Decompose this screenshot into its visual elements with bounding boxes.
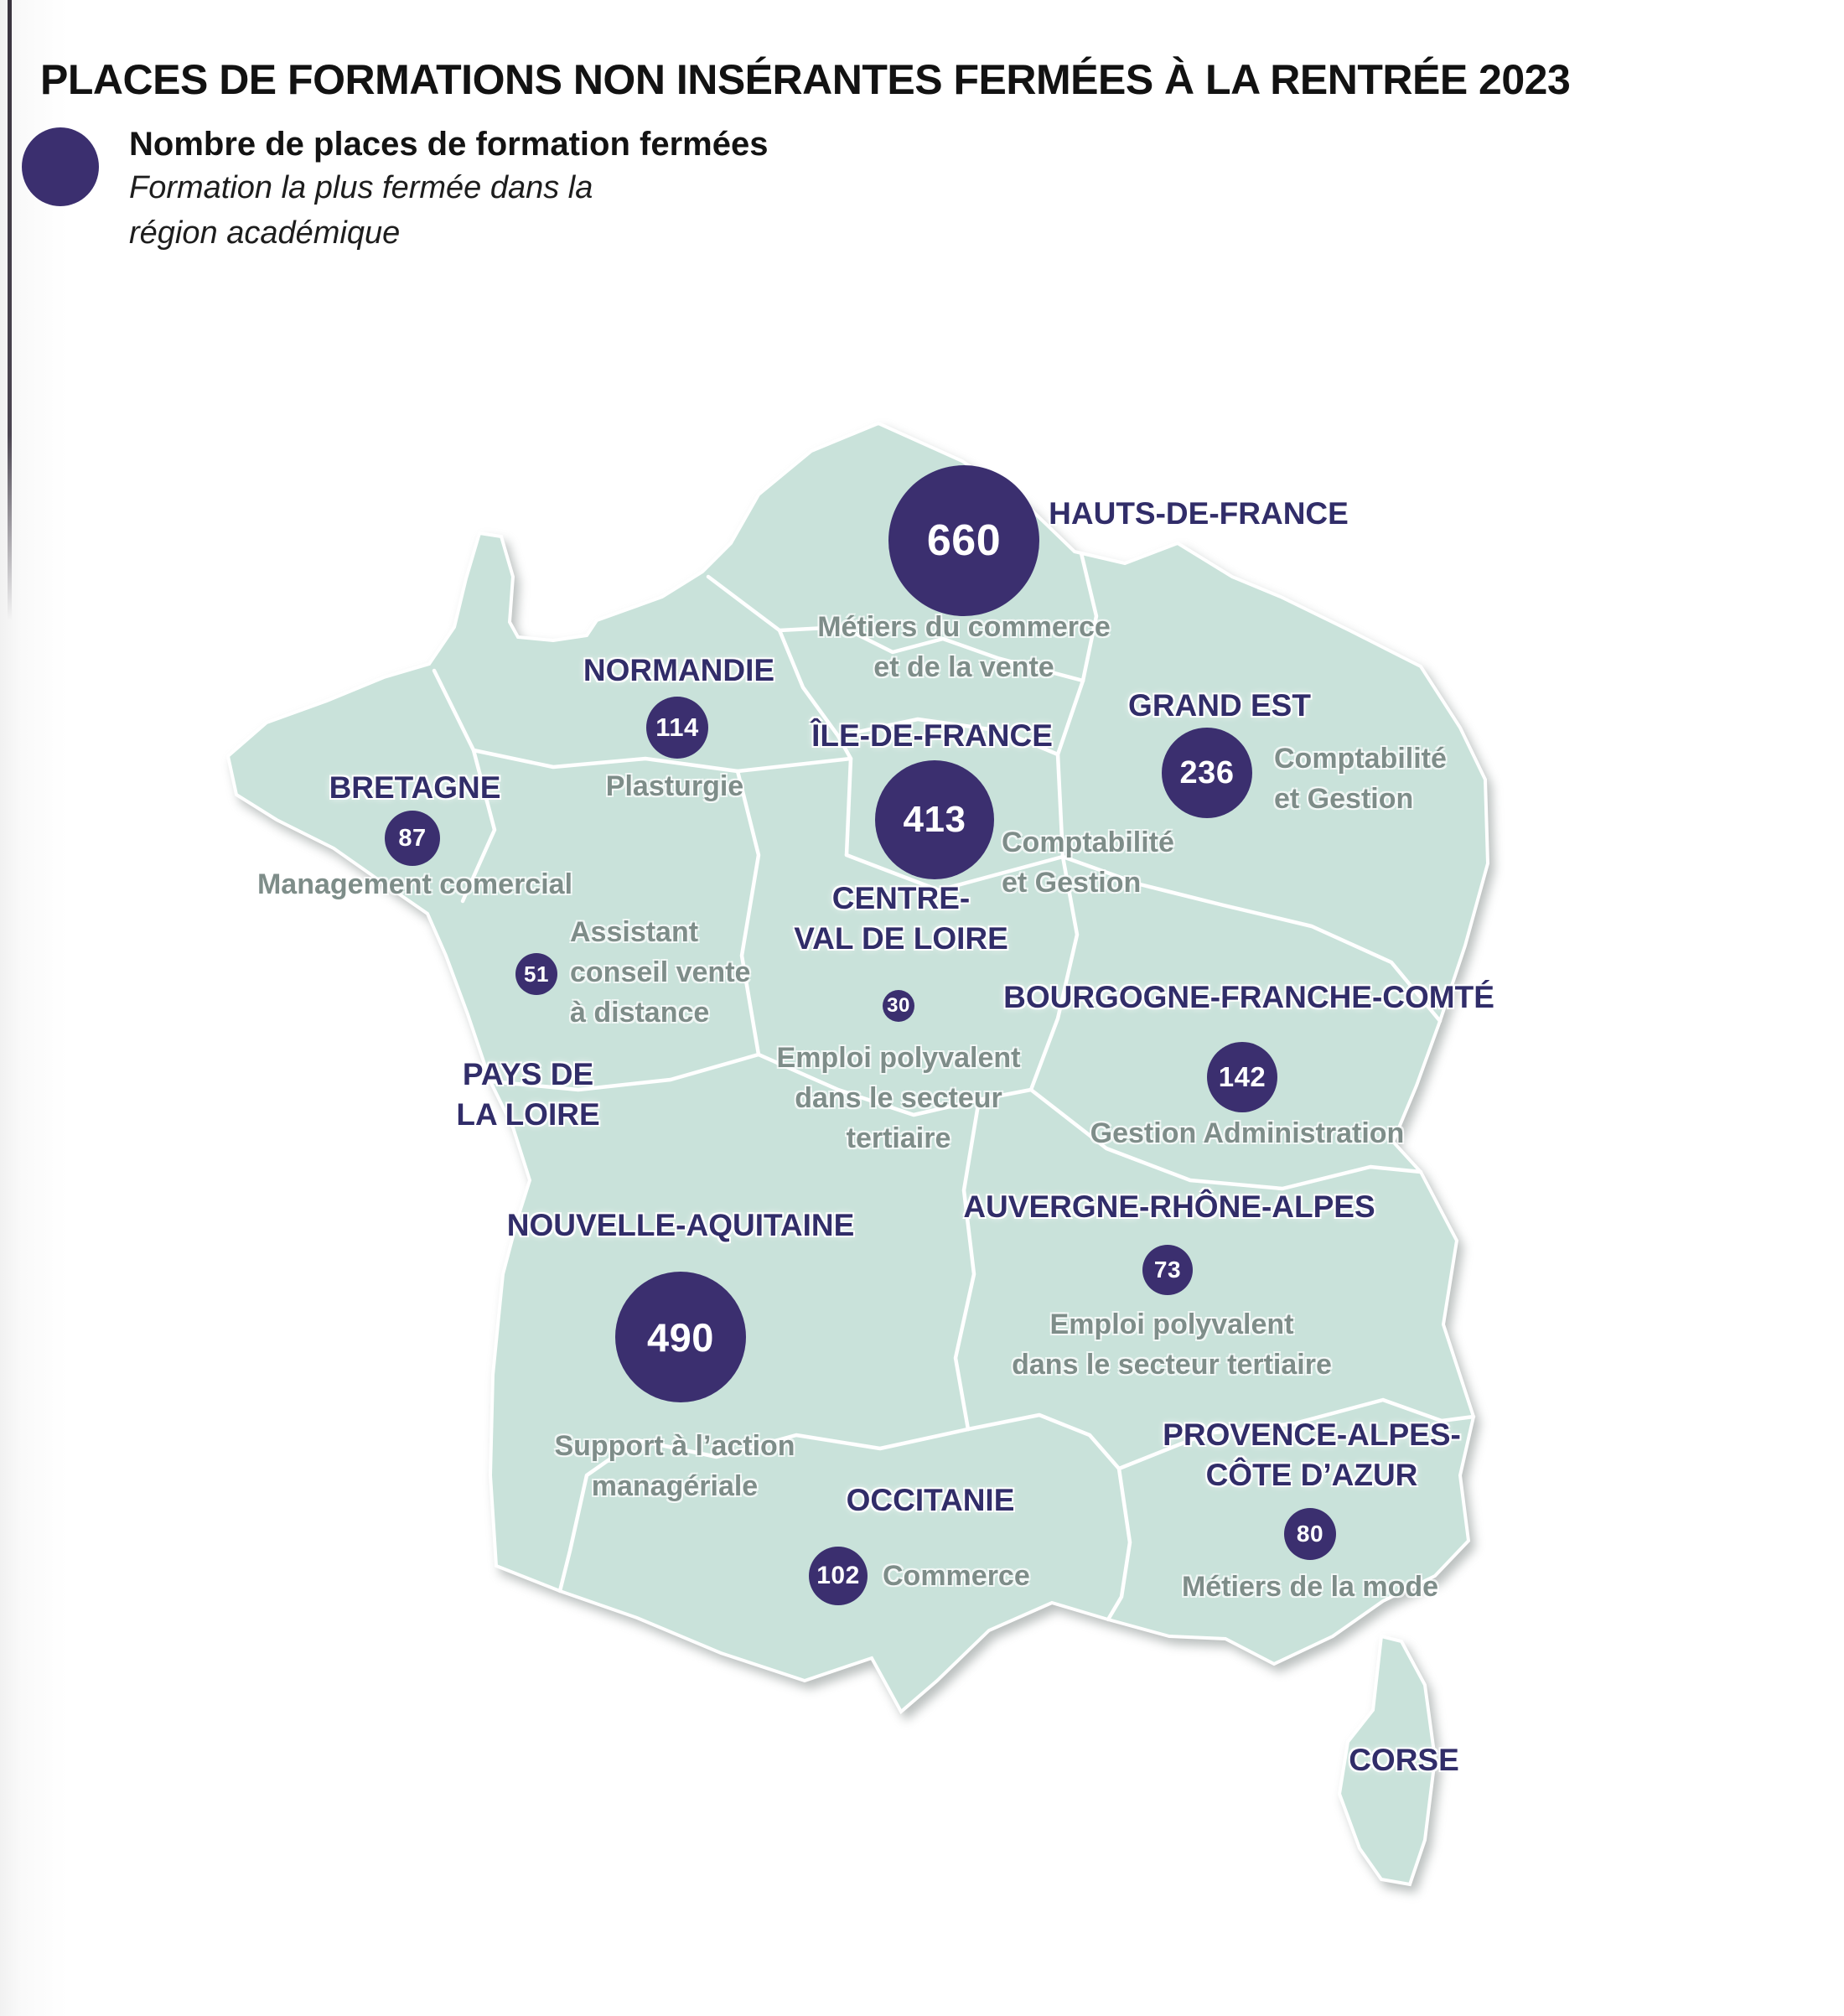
region-bubble-grand-est: 236 bbox=[1162, 728, 1252, 818]
bubble-value: 236 bbox=[1179, 754, 1235, 790]
region-label-pays-de-la-loire-line: LA LOIRE bbox=[456, 1097, 600, 1132]
region-label-nouvelle-aquitaine-line: NOUVELLE-AQUITAINE bbox=[506, 1208, 855, 1242]
region-bubble-auvergne-rh-ne-alpes: 73 bbox=[1142, 1245, 1193, 1295]
region-label-le-de-france-line: ÎLE-DE-FRANCE bbox=[811, 718, 1053, 753]
region-bubble-normandie: 114 bbox=[646, 697, 708, 759]
region-label-bourgogne-franche-comt-line: BOURGOGNE-FRANCHE-COMTÉ bbox=[1003, 980, 1494, 1014]
formation-label-grand-est-line: Comptabilité bbox=[1274, 743, 1447, 775]
formation-label-bourgogne-franche-comt-line: Gestion Administration bbox=[1090, 1117, 1405, 1149]
region-label-centre-val-de-loire-line: CENTRE- bbox=[831, 881, 971, 915]
region-label-provence-alpes-c-te-d-azur-line: CÔTE D’AZUR bbox=[1205, 1458, 1418, 1492]
region-label-nouvelle-aquitaine: NOUVELLE-AQUITAINE bbox=[507, 1205, 855, 1246]
formation-label-pays-de-la-loire-line: conseil vente bbox=[570, 956, 751, 988]
legend-label-bold: Nombre de places de formation fermées bbox=[129, 126, 769, 163]
formation-label-centre-val-de-loire: Emploi polyvalent dans le secteur tertiair… bbox=[777, 1038, 1021, 1158]
formation-label-le-de-france-line: et Gestion bbox=[1002, 867, 1142, 899]
region-bubble-bretagne: 87 bbox=[385, 811, 440, 866]
region-label-normandie: NORMANDIE bbox=[583, 650, 774, 691]
bubble-value: 51 bbox=[524, 961, 549, 987]
region-label-hauts-de-france: HAUTS-DE-FRANCE bbox=[1049, 494, 1349, 534]
region-label-centre-val-de-loire: CENTRE- VAL DE LOIRE bbox=[794, 878, 1008, 959]
formation-label-normandie-line: Plasturgie bbox=[605, 770, 744, 802]
region-label-corse: CORSE bbox=[1349, 1740, 1459, 1780]
bubble-value: 30 bbox=[887, 994, 910, 1017]
bubble-value: 114 bbox=[655, 713, 699, 742]
bubble-value: 660 bbox=[926, 516, 1002, 565]
region-label-auvergne-rh-ne-alpes: AUVERGNE-RHÔNE-ALPES bbox=[963, 1187, 1375, 1227]
region-bubble-bourgogne-franche-comt: 142 bbox=[1207, 1042, 1277, 1112]
region-label-centre-val-de-loire-line: VAL DE LOIRE bbox=[794, 921, 1008, 956]
formation-label-centre-val-de-loire-line: tertiaire bbox=[846, 1122, 951, 1154]
formation-label-nouvelle-aquitaine: Support à l’action managériale bbox=[554, 1426, 795, 1506]
corsica-outline bbox=[1337, 1634, 1437, 1887]
region-label-provence-alpes-c-te-d-azur-line: PROVENCE-ALPES- bbox=[1163, 1417, 1461, 1452]
region-bubble-pays-de-la-loire: 51 bbox=[515, 953, 557, 995]
region-label-le-de-france: ÎLE-DE-FRANCE bbox=[811, 716, 1053, 756]
legend: Nombre de places de formation fermées Fo… bbox=[22, 122, 768, 257]
formation-label-occitanie: Commerce bbox=[883, 1556, 1030, 1596]
page-title: PLACES DE FORMATIONS NON INSÉRANTES FERM… bbox=[40, 56, 1571, 103]
formation-label-provence-alpes-c-te-d-azur-line: Métiers de la mode bbox=[1181, 1571, 1439, 1603]
bubble-value: 142 bbox=[1218, 1061, 1266, 1092]
formation-label-centre-val-de-loire-line: dans le secteur bbox=[795, 1082, 1002, 1114]
formation-label-le-de-france-line: Comptabilité bbox=[1002, 827, 1174, 858]
region-borders bbox=[432, 551, 1476, 1622]
region-bubble-provence-alpes-c-te-d-azur: 80 bbox=[1284, 1508, 1336, 1560]
bubble-value: 413 bbox=[903, 799, 966, 840]
legend-circle-icon bbox=[22, 127, 99, 206]
region-label-pays-de-la-loire-line: PAYS DE bbox=[462, 1057, 594, 1091]
region-bubble-le-de-france: 413 bbox=[875, 760, 994, 879]
bubble-value: 80 bbox=[1296, 1521, 1324, 1547]
region-bubble-occitanie: 102 bbox=[809, 1547, 868, 1605]
formation-label-centre-val-de-loire-line: Emploi polyvalent bbox=[776, 1042, 1021, 1074]
formation-label-hauts-de-france-line: et de la vente bbox=[873, 651, 1054, 683]
formation-label-auvergne-rh-ne-alpes-line: dans le secteur tertiaire bbox=[1012, 1349, 1332, 1381]
region-label-bretagne-line: BRETAGNE bbox=[329, 770, 501, 805]
region-label-hauts-de-france-line: HAUTS-DE-FRANCE bbox=[1049, 496, 1349, 531]
formation-label-bretagne: Management comercial bbox=[257, 864, 572, 904]
formation-label-grand-est-line: et Gestion bbox=[1274, 783, 1414, 815]
region-label-corse-line: CORSE bbox=[1349, 1743, 1459, 1777]
formation-label-grand-est: Comptabilité et Gestion bbox=[1274, 739, 1447, 819]
formation-label-pays-de-la-loire: Assistant conseil vente à distance bbox=[570, 912, 750, 1033]
bubble-value: 73 bbox=[1153, 1257, 1182, 1283]
region-label-provence-alpes-c-te-d-azur: PROVENCE-ALPES- CÔTE D’AZUR bbox=[1163, 1415, 1461, 1495]
legend-text: Nombre de places de formation fermées Fo… bbox=[129, 122, 768, 257]
formation-label-pays-de-la-loire-line: à distance bbox=[570, 997, 710, 1029]
formation-label-pays-de-la-loire-line: Assistant bbox=[570, 916, 699, 948]
region-label-occitanie-line: OCCITANIE bbox=[846, 1483, 1015, 1517]
region-label-bretagne: BRETAGNE bbox=[329, 768, 501, 808]
legend-label-italic: Formation la plus fermée dans la région … bbox=[129, 170, 593, 251]
formation-label-bretagne-line: Management comercial bbox=[256, 868, 573, 900]
formation-label-provence-alpes-c-te-d-azur: Métiers de la mode bbox=[1182, 1567, 1438, 1607]
formation-label-le-de-france: Comptabilité et Gestion bbox=[1002, 822, 1174, 903]
region-label-grand-est: GRAND EST bbox=[1128, 686, 1311, 726]
region-label-normandie-line: NORMANDIE bbox=[583, 653, 775, 687]
region-label-occitanie: OCCITANIE bbox=[847, 1480, 1015, 1521]
formation-label-hauts-de-france: Métiers du commerce et de la vente bbox=[817, 607, 1111, 687]
formation-label-auvergne-rh-ne-alpes-line: Emploi polyvalent bbox=[1049, 1309, 1294, 1340]
region-label-grand-est-line: GRAND EST bbox=[1128, 688, 1311, 723]
formation-label-auvergne-rh-ne-alpes: Emploi polyvalent dans le secteur tertiai… bbox=[1012, 1304, 1332, 1385]
region-bubble-nouvelle-aquitaine: 490 bbox=[615, 1272, 746, 1402]
formation-label-normandie: Plasturgie bbox=[606, 766, 743, 806]
formation-label-nouvelle-aquitaine-line: managériale bbox=[591, 1470, 759, 1502]
formation-label-hauts-de-france-line: Métiers du commerce bbox=[817, 611, 1111, 643]
region-bubble-centre-val-de-loire: 30 bbox=[883, 990, 914, 1022]
formation-label-occitanie-line: Commerce bbox=[883, 1560, 1030, 1592]
bubble-value: 490 bbox=[647, 1314, 714, 1360]
formation-label-bourgogne-franche-comt: Gestion Administration bbox=[1090, 1113, 1405, 1153]
region-label-bourgogne-franche-comt: BOURGOGNE-FRANCHE-COMTÉ bbox=[1003, 977, 1494, 1018]
bubble-value: 102 bbox=[816, 1562, 860, 1589]
region-label-pays-de-la-loire: PAYS DE LA LOIRE bbox=[456, 1055, 599, 1135]
formation-label-nouvelle-aquitaine-line: Support à l’action bbox=[554, 1430, 795, 1462]
region-bubble-hauts-de-france: 660 bbox=[888, 465, 1039, 616]
bubble-value: 87 bbox=[398, 824, 427, 852]
scan-edge-artifact bbox=[8, 0, 12, 620]
region-label-auvergne-rh-ne-alpes-line: AUVERGNE-RHÔNE-ALPES bbox=[963, 1189, 1375, 1224]
